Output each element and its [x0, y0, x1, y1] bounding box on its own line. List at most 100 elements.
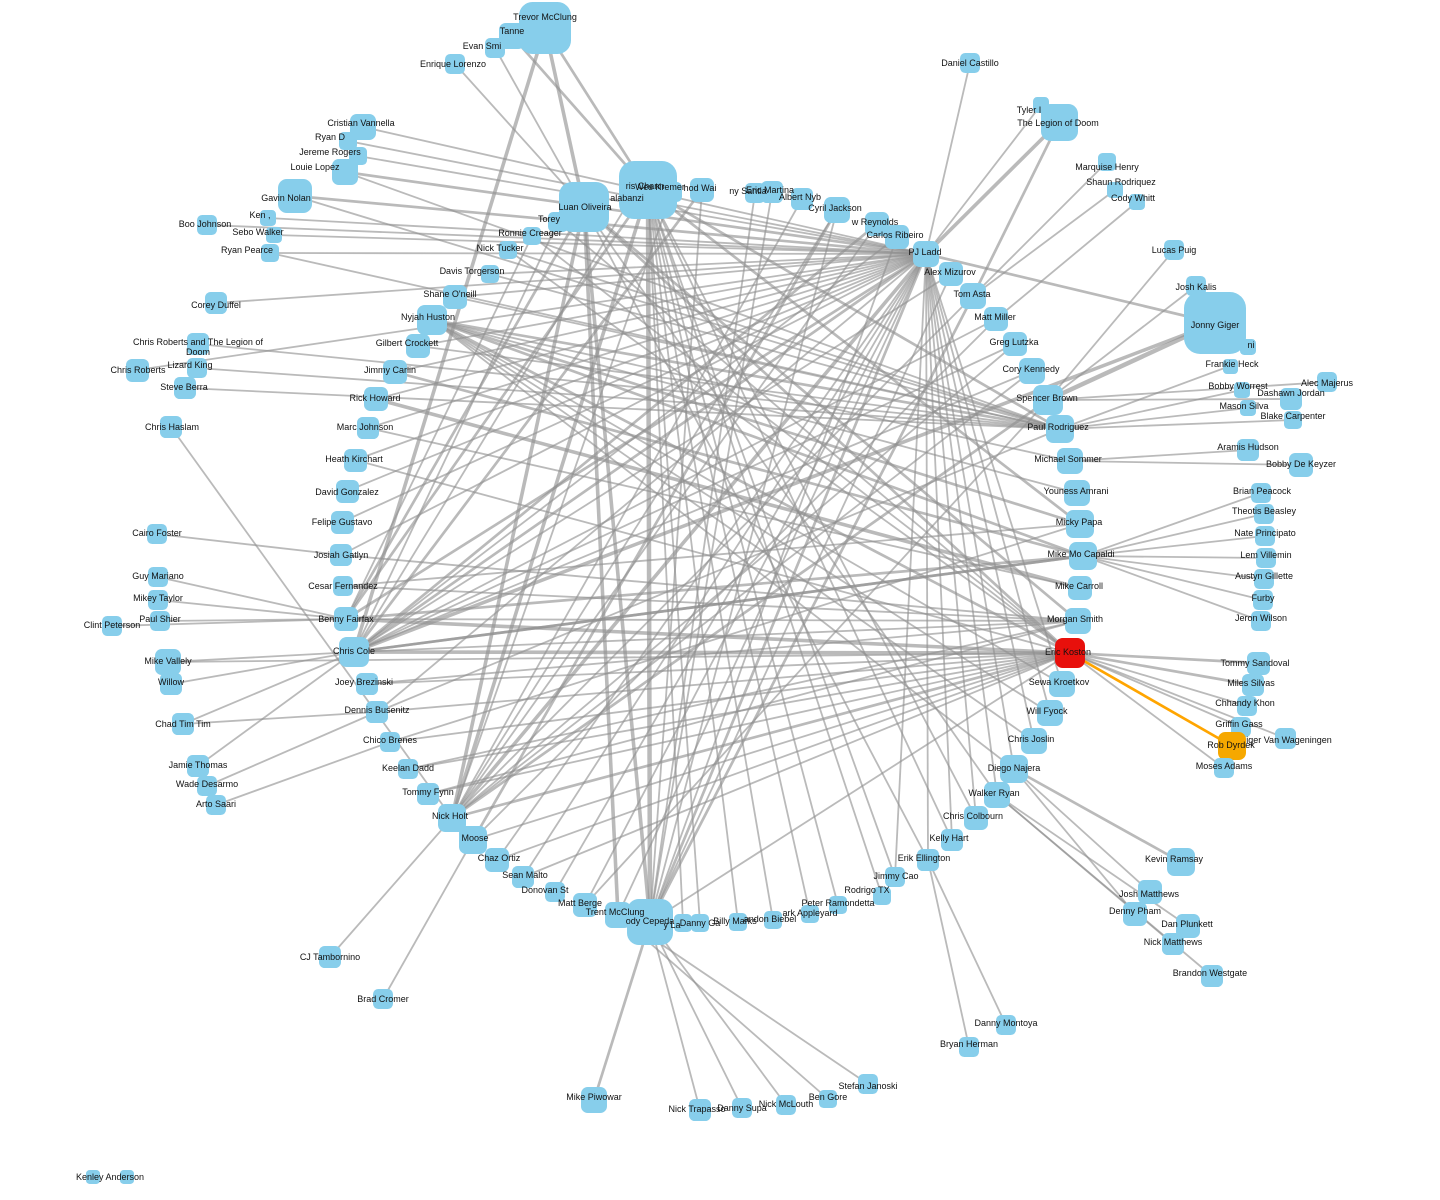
graph-node[interactable] — [1123, 902, 1147, 926]
graph-node[interactable] — [197, 215, 217, 235]
graph-node[interactable] — [1222, 358, 1238, 374]
graph-node[interactable] — [1037, 700, 1063, 726]
graph-node[interactable] — [187, 333, 209, 355]
graph-node[interactable] — [206, 795, 226, 815]
graph-node[interactable] — [1000, 755, 1028, 783]
graph-node[interactable] — [959, 1037, 979, 1057]
graph-node[interactable] — [150, 611, 170, 631]
graph-node[interactable] — [417, 783, 439, 805]
graph-node[interactable] — [745, 183, 765, 203]
graph-node[interactable] — [174, 377, 196, 399]
graph-node[interactable] — [443, 285, 467, 309]
graph-node[interactable] — [1065, 608, 1091, 634]
graph-node[interactable] — [330, 544, 352, 566]
graph-node[interactable] — [620, 190, 640, 210]
graph-node[interactable] — [155, 649, 181, 675]
graph-node[interactable] — [689, 1099, 711, 1121]
graph-node[interactable] — [941, 829, 963, 851]
graph-node[interactable] — [364, 387, 388, 411]
graph-node[interactable] — [102, 616, 122, 636]
graph-node[interactable] — [1242, 674, 1264, 696]
graph-node[interactable] — [330, 510, 354, 534]
graph-node[interactable] — [1246, 651, 1270, 675]
graph-node[interactable] — [732, 1098, 752, 1118]
graph-node[interactable] — [1237, 696, 1257, 716]
graph-node-highlight-red[interactable] — [1055, 638, 1085, 668]
graph-node[interactable] — [1162, 933, 1184, 955]
graph-node[interactable] — [1069, 542, 1097, 570]
graph-node[interactable] — [1274, 727, 1296, 749]
graph-node[interactable] — [343, 448, 367, 472]
graph-node[interactable] — [1040, 103, 1078, 141]
graph-node[interactable] — [172, 713, 194, 735]
graph-node[interactable] — [1129, 194, 1145, 210]
graph-node[interactable] — [1057, 448, 1083, 474]
graph-node[interactable] — [335, 479, 359, 503]
graph-node[interactable] — [1184, 292, 1246, 354]
graph-node[interactable] — [356, 673, 378, 695]
graph-node[interactable] — [499, 241, 517, 259]
graph-node[interactable] — [627, 899, 673, 945]
graph-node[interactable] — [445, 54, 465, 74]
graph-node[interactable] — [1201, 965, 1223, 987]
graph-node[interactable] — [761, 181, 783, 203]
graph-node[interactable] — [1068, 576, 1092, 600]
graph-node[interactable] — [1256, 548, 1276, 568]
graph-node[interactable] — [1255, 526, 1275, 546]
graph-node[interactable] — [1214, 758, 1234, 778]
graph-node[interactable] — [485, 38, 505, 58]
graph-node[interactable] — [519, 2, 571, 54]
graph-node[interactable] — [996, 1015, 1016, 1035]
graph-node[interactable] — [776, 1095, 796, 1115]
graph-node[interactable] — [1253, 590, 1273, 610]
graph-node[interactable] — [1240, 400, 1256, 416]
graph-node[interactable] — [545, 882, 565, 902]
graph-node[interactable] — [334, 607, 358, 631]
graph-node[interactable] — [729, 913, 747, 931]
graph-node[interactable] — [333, 576, 353, 596]
graph-node[interactable] — [373, 989, 393, 1009]
graph-node[interactable] — [523, 227, 541, 245]
graph-node[interactable] — [417, 305, 447, 335]
graph-node[interactable] — [278, 179, 312, 213]
graph-node[interactable] — [858, 1074, 878, 1094]
graph-node[interactable] — [86, 1170, 100, 1184]
graph-node[interactable] — [1019, 358, 1045, 384]
graph-node[interactable] — [824, 197, 850, 223]
graph-node[interactable] — [148, 567, 168, 587]
graph-node[interactable] — [1046, 415, 1074, 443]
graph-node[interactable] — [1240, 339, 1256, 355]
graph-node[interactable] — [187, 755, 209, 777]
graph-node[interactable] — [1284, 411, 1302, 429]
graph-node[interactable] — [819, 1090, 837, 1108]
graph-node[interactable] — [120, 1170, 134, 1184]
graph-node[interactable] — [690, 178, 714, 202]
graph-node[interactable] — [459, 826, 487, 854]
graph-node[interactable] — [339, 132, 357, 150]
graph-node[interactable] — [357, 417, 379, 439]
graph-node[interactable] — [1237, 439, 1259, 461]
graph-node[interactable] — [1098, 153, 1116, 171]
graph-node[interactable] — [865, 212, 889, 236]
graph-node[interactable] — [1254, 504, 1274, 524]
graph-node[interactable] — [791, 188, 813, 210]
graph-node[interactable] — [205, 292, 227, 314]
graph-node[interactable] — [1003, 332, 1027, 356]
graph-node[interactable] — [1167, 848, 1195, 876]
graph-node[interactable] — [960, 53, 980, 73]
graph-node[interactable] — [398, 759, 418, 779]
graph-node[interactable] — [964, 806, 988, 830]
graph-node[interactable] — [1251, 611, 1271, 631]
graph-node[interactable] — [605, 902, 631, 928]
graph-node[interactable] — [1164, 240, 1184, 260]
graph-node[interactable] — [1049, 671, 1075, 697]
graph-node[interactable] — [913, 241, 939, 267]
graph-node[interactable] — [573, 893, 597, 917]
graph-node[interactable] — [266, 227, 282, 243]
graph-node[interactable] — [383, 360, 407, 384]
graph-node[interactable] — [1186, 276, 1206, 296]
graph-node[interactable] — [1280, 388, 1302, 410]
graph-node[interactable] — [873, 887, 891, 905]
graph-node[interactable] — [332, 159, 358, 185]
graph-node[interactable] — [885, 867, 905, 887]
